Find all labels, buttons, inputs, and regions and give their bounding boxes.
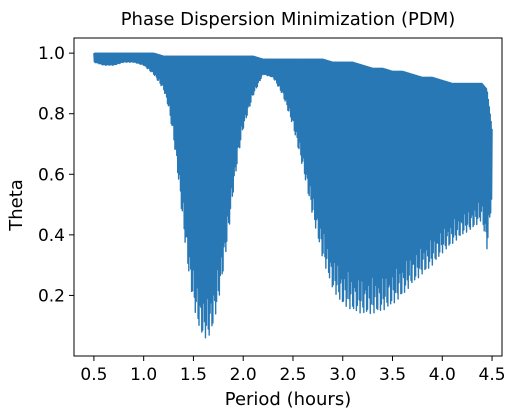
x-tick-label: 4.5 [479, 365, 506, 385]
y-axis-label: Theta [6, 179, 27, 232]
x-tick-label: 3.5 [379, 365, 406, 385]
y-tick-label: 0.2 [38, 286, 65, 306]
x-tick-label: 3.0 [329, 365, 356, 385]
x-tick-label: 4.0 [429, 365, 456, 385]
x-tick-label: 0.5 [80, 365, 107, 385]
x-tick-label: 1.0 [130, 365, 157, 385]
x-axis-label: Period (hours) [225, 389, 352, 410]
chart-title: Phase Dispersion Minimization (PDM) [121, 9, 456, 30]
theta-series-line [93, 52, 493, 339]
y-tick-label: 0.6 [38, 165, 65, 185]
axes-frame [73, 37, 503, 357]
x-tick-label: 1.5 [180, 365, 207, 385]
x-tick-label: 2.5 [279, 365, 306, 385]
plot-area [93, 52, 493, 339]
x-axis: 0.5 1.0 1.5 2.0 2.5 3.0 3.5 4.0 4.5 [80, 356, 506, 385]
y-axis: 0.2 0.4 0.6 0.8 1.0 [38, 44, 74, 306]
y-tick-label: 0.8 [38, 105, 65, 125]
y-tick-label: 0.4 [38, 226, 65, 246]
x-tick-label: 2.0 [230, 365, 257, 385]
y-tick-label: 1.0 [38, 44, 65, 64]
